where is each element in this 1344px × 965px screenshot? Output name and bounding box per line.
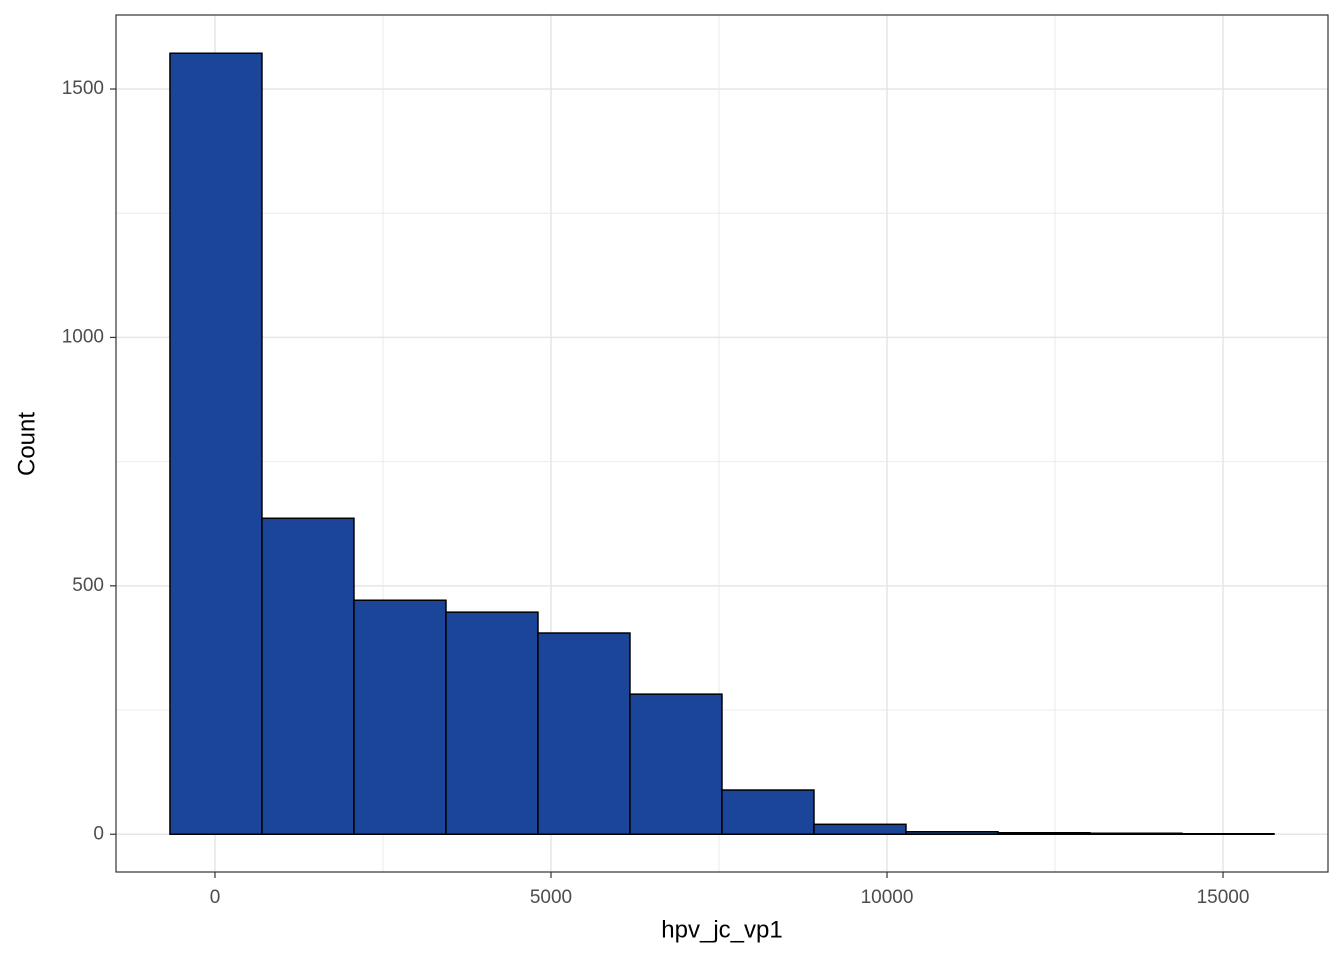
bar <box>814 824 906 834</box>
bar <box>170 53 262 834</box>
bar <box>446 612 538 834</box>
x-tick-label: 10000 <box>861 887 914 908</box>
y-tick-label: 1000 <box>62 326 104 347</box>
bar <box>906 832 998 834</box>
y-axis-label: Count <box>13 412 40 476</box>
y-tick-label: 500 <box>72 575 104 596</box>
y-tick-label: 1500 <box>62 78 104 99</box>
bar <box>354 600 446 834</box>
bar <box>538 633 630 834</box>
x-axis-label: hpv_jc_vp1 <box>661 916 782 943</box>
bar <box>998 833 1090 834</box>
bar <box>1090 833 1182 834</box>
x-tick-label: 15000 <box>1197 887 1250 908</box>
bar <box>630 694 722 834</box>
bar <box>262 518 354 834</box>
x-tick-label: 0 <box>210 887 221 908</box>
y-tick-label: 0 <box>93 823 104 844</box>
x-tick-label: 5000 <box>530 887 572 908</box>
bar <box>722 790 814 834</box>
